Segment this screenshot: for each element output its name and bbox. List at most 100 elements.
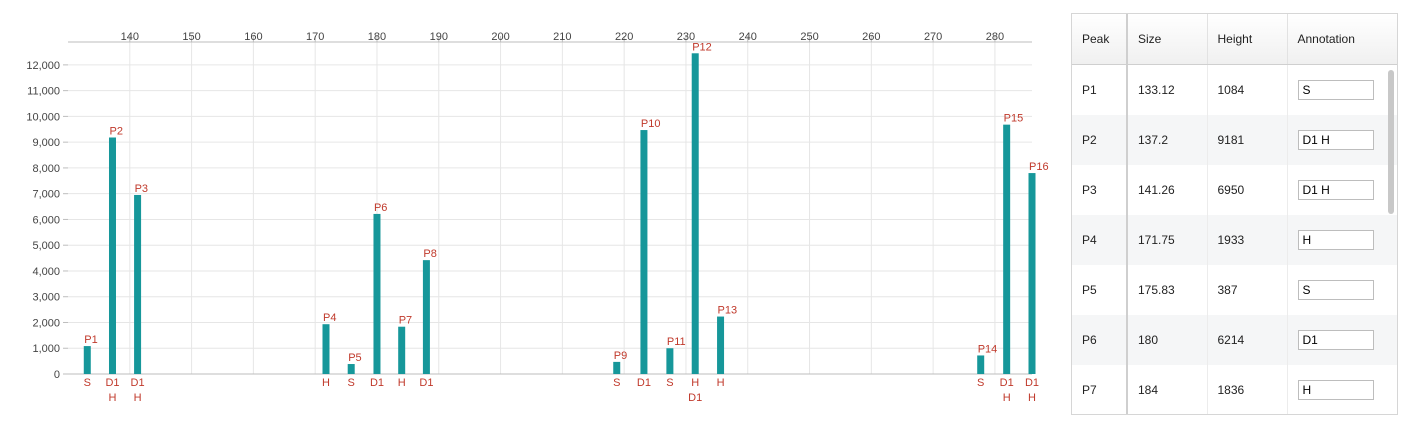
cell-size: 175.83 — [1127, 265, 1208, 315]
peak-label: P16 — [1029, 161, 1049, 173]
cell-peak: P5 — [1072, 265, 1128, 315]
y-tick-label: 3,000 — [32, 292, 60, 304]
peak-label: P10 — [641, 118, 661, 130]
annotation-input[interactable] — [1297, 330, 1374, 350]
header-height[interactable]: Height — [1207, 14, 1288, 65]
cell-height: 387 — [1207, 265, 1288, 315]
annotation-label: H — [322, 377, 330, 389]
bar-p3[interactable] — [134, 194, 142, 374]
x-tick-label: 210 — [553, 31, 571, 43]
cell-annotation — [1287, 165, 1397, 215]
table-row: P4 171.75 1933 — [1072, 215, 1397, 265]
annotation-label: S — [666, 377, 673, 389]
table-row: P3 141.26 6950 — [1072, 165, 1397, 215]
peak-label: P6 — [374, 202, 387, 214]
bar-p15[interactable] — [1003, 124, 1011, 374]
annotation-input[interactable] — [1297, 230, 1374, 250]
table-header-row: Peak Size Height Annotation — [1072, 14, 1397, 65]
cell-annotation — [1287, 64, 1397, 115]
peak-chart: 0 1,000 2,000 3,000 4,000 5,000 6,000 7,000 8,00… — [26, 31, 1049, 404]
bar-p13[interactable] — [717, 316, 725, 374]
peak-label: P7 — [399, 315, 412, 327]
bar-p8[interactable] — [422, 260, 430, 374]
x-tick-label: 280 — [986, 31, 1004, 43]
table-row: P1 133.12 1084 — [1072, 64, 1397, 115]
cell-size: 184 — [1127, 365, 1208, 414]
y-tick-label: 9,000 — [32, 137, 60, 149]
bar-p2[interactable] — [108, 137, 116, 374]
y-tick-label: 2,000 — [32, 317, 60, 329]
peak-label: P9 — [614, 350, 627, 362]
bar-p9[interactable] — [613, 361, 621, 374]
annotation-label: D1 — [688, 392, 702, 404]
bar-p7[interactable] — [398, 326, 406, 374]
bar-p5[interactable] — [347, 364, 355, 374]
peak-label: P8 — [423, 248, 436, 260]
cell-height: 6214 — [1207, 315, 1288, 365]
header-peak[interactable]: Peak — [1072, 14, 1128, 65]
bar-p14[interactable] — [977, 355, 985, 374]
annotation-label: S — [84, 377, 91, 389]
x-tick-label: 170 — [306, 31, 324, 43]
peak-label: P12 — [692, 41, 712, 53]
cell-height: 1084 — [1207, 64, 1288, 115]
cell-annotation — [1287, 315, 1397, 365]
annotation-input[interactable] — [1297, 130, 1374, 150]
cell-size: 180 — [1127, 315, 1208, 365]
cell-height: 9181 — [1207, 115, 1288, 165]
cell-annotation — [1287, 265, 1397, 315]
bar-p12[interactable] — [691, 53, 699, 375]
bar-p16[interactable] — [1028, 173, 1036, 374]
header-annotation[interactable]: Annotation — [1287, 14, 1397, 65]
bar-p1[interactable] — [83, 346, 91, 374]
cell-height: 1933 — [1207, 215, 1288, 265]
bar-p4[interactable] — [322, 324, 330, 374]
cell-peak: P1 — [1072, 64, 1128, 115]
cell-size: 141.26 — [1127, 165, 1208, 215]
bar-p6[interactable] — [373, 213, 381, 374]
annotation-label: H — [134, 392, 142, 404]
y-tick-label: 12,000 — [26, 60, 60, 72]
annotation-input[interactable] — [1297, 280, 1374, 300]
cell-size: 133.12 — [1127, 64, 1208, 115]
bar-p11[interactable] — [666, 348, 674, 374]
annotation-label: H — [109, 392, 117, 404]
cell-annotation — [1287, 115, 1397, 165]
annotation-label: H — [1028, 392, 1036, 404]
table-row: P6 180 6214 — [1072, 315, 1397, 365]
x-tick-label: 150 — [182, 31, 200, 43]
annotation-input[interactable] — [1297, 380, 1374, 400]
cell-size: 137.2 — [1127, 115, 1208, 165]
cell-peak: P2 — [1072, 115, 1128, 165]
x-tick-label: 190 — [430, 31, 448, 43]
table-scrollbar[interactable] — [1388, 70, 1394, 214]
annotation-label: S — [348, 377, 355, 389]
annotation-input[interactable] — [1297, 180, 1374, 200]
cell-height: 6950 — [1207, 165, 1288, 215]
bar-p10[interactable] — [640, 130, 648, 374]
cell-annotation — [1287, 365, 1397, 414]
cell-peak: P6 — [1072, 315, 1128, 365]
y-tick-label: 8,000 — [32, 163, 60, 175]
peak-label: P13 — [718, 305, 738, 317]
y-tick-label: 11,000 — [27, 86, 60, 98]
peak-label: P3 — [135, 183, 148, 195]
annotation-label: D1 — [419, 377, 433, 389]
header-size[interactable]: Size — [1127, 14, 1208, 65]
table-row: P5 175.83 387 — [1072, 265, 1397, 315]
x-tick-label: 200 — [491, 31, 509, 43]
annotation-label: H — [398, 377, 406, 389]
table-row: P7 184 1836 — [1072, 365, 1397, 414]
peak-chart-svg: 0 1,000 2,000 3,000 4,000 5,000 6,000 7,000 8,00… — [26, 31, 1049, 404]
x-tick-label: 260 — [862, 31, 880, 43]
x-tick-label: 270 — [924, 31, 942, 43]
cell-height: 1836 — [1207, 365, 1288, 414]
peak-label: P1 — [84, 334, 97, 346]
x-tick-label: 230 — [677, 31, 695, 43]
peak-label: P4 — [323, 312, 336, 324]
annotation-label: S — [977, 377, 984, 389]
peak-table: Peak Size Height Annotation P1 133.12 1084… — [1072, 14, 1397, 414]
annotation-input[interactable] — [1297, 80, 1374, 100]
cell-annotation — [1287, 215, 1397, 265]
cell-size: 171.75 — [1127, 215, 1208, 265]
